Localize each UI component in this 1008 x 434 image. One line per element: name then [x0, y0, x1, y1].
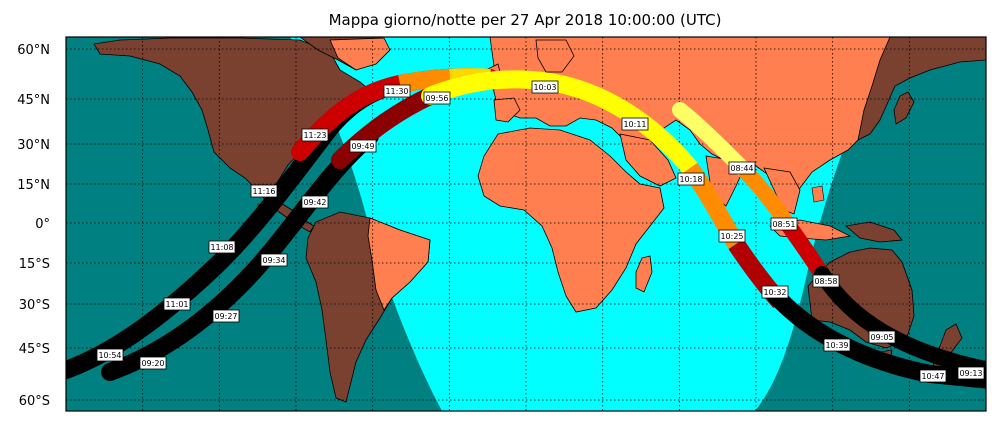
time-label: 08:44	[728, 161, 756, 175]
time-label: 11:23	[301, 128, 329, 142]
time-label: 11:08	[208, 240, 236, 254]
time-label: 11:30	[383, 84, 411, 98]
time-label-text: 10:25	[720, 232, 743, 241]
lat-label: 45°N	[17, 93, 50, 108]
time-label-box	[728, 161, 756, 175]
time-label-text: 10:18	[679, 175, 702, 184]
time-label-text: 09:34	[262, 256, 285, 265]
lat-label: 30°N	[17, 138, 50, 153]
time-label-text: 10:03	[533, 83, 556, 92]
time-labels: 11:30 09:56 10:03 10:11 11:23 09:49 10:18 08:44…	[96, 80, 985, 383]
time-label: 08:51	[770, 217, 798, 231]
latitude-labels: 60°N 45°N 30°N 15°N 0° 15°S 30°S 45°S 60…	[17, 43, 50, 409]
time-label-box	[957, 366, 985, 380]
time-label-box	[163, 297, 191, 311]
time-label-text: 08:58	[814, 277, 837, 286]
time-label-text: 10:11	[623, 120, 646, 129]
time-label-text: 10:32	[763, 288, 786, 297]
time-label-box	[250, 184, 278, 198]
lat-label: 15°N	[17, 178, 50, 193]
time-label: 10:03	[531, 80, 559, 94]
time-label: 09:13	[957, 366, 985, 380]
time-label-box	[812, 274, 840, 288]
time-label-text: 09:49	[351, 142, 374, 151]
time-label-box	[868, 330, 896, 344]
time-label: 11:01	[163, 297, 191, 311]
map-frame	[65, 36, 987, 412]
time-label: 08:58	[812, 274, 840, 288]
time-label-text: 10:39	[825, 341, 848, 350]
time-label: 09:34	[260, 253, 288, 267]
time-label-box	[212, 309, 240, 323]
time-label: 09:49	[349, 139, 377, 153]
time-label-box	[761, 285, 789, 299]
time-label: 10:39	[823, 338, 851, 352]
time-label-box	[621, 117, 649, 131]
lat-label: 60°S	[19, 394, 50, 409]
time-label-box	[919, 369, 947, 383]
time-label: 10:54	[96, 348, 124, 362]
time-label: 10:11	[621, 117, 649, 131]
time-label-box	[139, 356, 167, 370]
time-label-text: 09:13	[959, 369, 982, 378]
time-label-box	[301, 128, 329, 142]
time-label: 09:05	[868, 330, 896, 344]
lat-label: 0°	[35, 217, 50, 232]
time-label: 10:25	[718, 229, 746, 243]
time-label-box	[823, 338, 851, 352]
time-label: 10:32	[761, 285, 789, 299]
time-label-text: 09:42	[303, 198, 326, 207]
time-label: 10:18	[677, 172, 705, 186]
lat-label: 15°S	[19, 257, 50, 272]
lat-label: 30°S	[19, 298, 50, 313]
time-label-box	[301, 195, 329, 209]
time-label-box	[770, 217, 798, 231]
time-label: 09:27	[212, 309, 240, 323]
time-label-text: 11:08	[210, 243, 233, 252]
time-label: 09:20	[139, 356, 167, 370]
time-label-box	[383, 84, 411, 98]
map-title: Mappa giorno/notte per 27 Apr 2018 10:00…	[328, 11, 722, 29]
time-label: 10:47	[919, 369, 947, 383]
time-label-box	[349, 139, 377, 153]
time-label-text: 09:20	[141, 359, 164, 368]
time-label-text: 09:27	[214, 312, 237, 321]
time-label: 11:16	[250, 184, 278, 198]
time-label-text: 11:30	[385, 87, 408, 96]
time-label-text: 09:56	[425, 94, 448, 103]
time-label: 09:56	[423, 91, 451, 105]
path-east-red-sw	[331, 87, 439, 169]
time-label-box	[531, 80, 559, 94]
time-label-box	[718, 229, 746, 243]
time-label-text: 08:51	[772, 220, 795, 229]
lat-label: 60°N	[17, 43, 50, 58]
path-se-orange	[738, 164, 793, 227]
time-label-text: 10:54	[98, 351, 121, 360]
time-label-text: 09:05	[870, 333, 893, 342]
time-label-box	[260, 253, 288, 267]
time-label-text: 11:16	[252, 187, 275, 196]
time-label-box	[208, 240, 236, 254]
time-label-text: 11:23	[303, 131, 326, 140]
time-label-text: 10:47	[921, 372, 944, 381]
time-label-text: 11:01	[165, 300, 188, 309]
time-label-box	[423, 91, 451, 105]
time-label-box	[96, 348, 124, 362]
time-label: 09:42	[301, 195, 329, 209]
time-label-text: 08:44	[730, 164, 753, 173]
time-label-box	[677, 172, 705, 186]
lat-label: 45°S	[19, 342, 50, 357]
